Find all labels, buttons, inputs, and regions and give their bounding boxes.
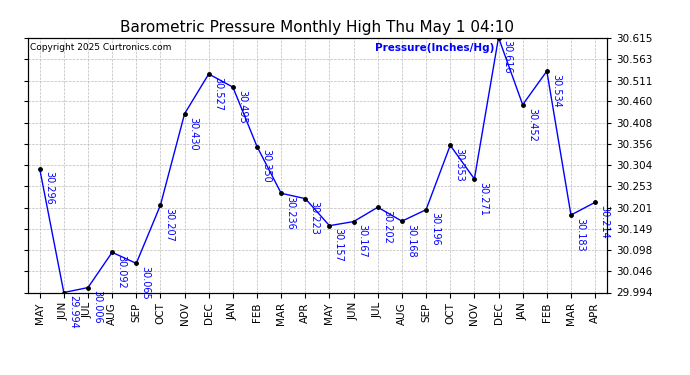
Text: 30.065: 30.065	[141, 266, 150, 300]
Text: Pressure(Inches/Hg): Pressure(Inches/Hg)	[375, 43, 495, 52]
Text: 30.236: 30.236	[286, 196, 295, 230]
Text: 30.168: 30.168	[406, 224, 416, 258]
Text: 29.994: 29.994	[68, 295, 78, 329]
Text: Copyright 2025 Curtronics.com: Copyright 2025 Curtronics.com	[30, 43, 172, 52]
Title: Barometric Pressure Monthly High Thu May 1 04:10: Barometric Pressure Monthly High Thu May…	[120, 20, 515, 35]
Text: 30.214: 30.214	[600, 205, 609, 239]
Text: 30.430: 30.430	[189, 117, 199, 150]
Text: 30.202: 30.202	[382, 210, 392, 244]
Text: 30.353: 30.353	[455, 148, 464, 182]
Text: 30.534: 30.534	[551, 74, 561, 108]
Text: 30.495: 30.495	[237, 90, 247, 124]
Text: 30.527: 30.527	[213, 77, 223, 111]
Text: 30.452: 30.452	[527, 108, 537, 141]
Text: 30.157: 30.157	[334, 228, 344, 262]
Text: 30.183: 30.183	[575, 218, 585, 251]
Text: 30.271: 30.271	[479, 182, 489, 216]
Text: 30.616: 30.616	[503, 40, 513, 74]
Text: 30.196: 30.196	[431, 213, 440, 246]
Text: 30.350: 30.350	[262, 149, 271, 183]
Text: 30.296: 30.296	[44, 171, 54, 205]
Text: 30.223: 30.223	[310, 201, 319, 235]
Text: 30.207: 30.207	[165, 208, 175, 242]
Text: 30.167: 30.167	[358, 224, 368, 258]
Text: 30.092: 30.092	[117, 255, 126, 289]
Text: 30.006: 30.006	[92, 290, 102, 324]
